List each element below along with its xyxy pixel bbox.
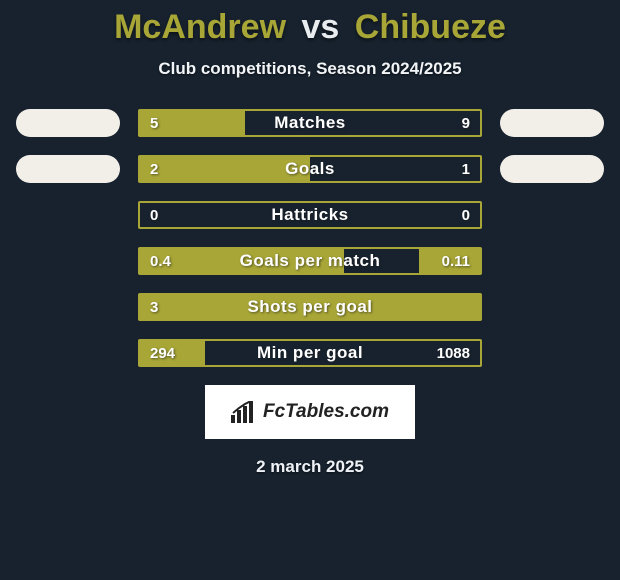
spacer <box>16 339 120 367</box>
stats-list: 59Matches 21Goals 00Hattricks 0.40.11Goals … <box>0 109 620 367</box>
player1-badge <box>16 109 120 137</box>
spacer <box>500 201 604 229</box>
spacer <box>16 293 120 321</box>
stat-bar: 59Matches <box>138 109 482 137</box>
chart-icon <box>231 401 257 423</box>
stat-bar: 2941088Min per goal <box>138 339 482 367</box>
stat-label: Matches <box>140 111 480 135</box>
player1-badge <box>16 155 120 183</box>
spacer <box>500 339 604 367</box>
spacer <box>16 247 120 275</box>
brand-badge[interactable]: FcTables.com <box>205 385 415 439</box>
date-label: 2 march 2025 <box>0 457 620 477</box>
stat-row: 21Goals <box>0 155 620 183</box>
spacer <box>16 201 120 229</box>
player1-name: McAndrew <box>114 8 286 46</box>
stat-label: Shots per goal <box>140 295 480 319</box>
stat-bar: 21Goals <box>138 155 482 183</box>
stat-label: Goals <box>140 157 480 181</box>
stat-label: Hattricks <box>140 203 480 227</box>
stat-label: Goals per match <box>140 249 480 273</box>
stat-row: 3Shots per goal <box>0 293 620 321</box>
subtitle: Club competitions, Season 2024/2025 <box>0 59 620 79</box>
stat-bar: 0.40.11Goals per match <box>138 247 482 275</box>
stat-row: 0.40.11Goals per match <box>0 247 620 275</box>
spacer <box>500 293 604 321</box>
spacer <box>500 247 604 275</box>
player2-badge <box>500 109 604 137</box>
comparison-panel: McAndrew vs Chibueze Club competitions, … <box>0 0 620 477</box>
stat-row: 00Hattricks <box>0 201 620 229</box>
stat-row: 59Matches <box>0 109 620 137</box>
stat-bar: 00Hattricks <box>138 201 482 229</box>
brand-text: FcTables.com <box>263 401 389 423</box>
vs-label: vs <box>301 8 339 46</box>
stat-row: 2941088Min per goal <box>0 339 620 367</box>
player2-name: Chibueze <box>355 8 506 46</box>
page-title: McAndrew vs Chibueze <box>0 8 620 47</box>
stat-label: Min per goal <box>140 341 480 365</box>
player2-badge <box>500 155 604 183</box>
stat-bar: 3Shots per goal <box>138 293 482 321</box>
